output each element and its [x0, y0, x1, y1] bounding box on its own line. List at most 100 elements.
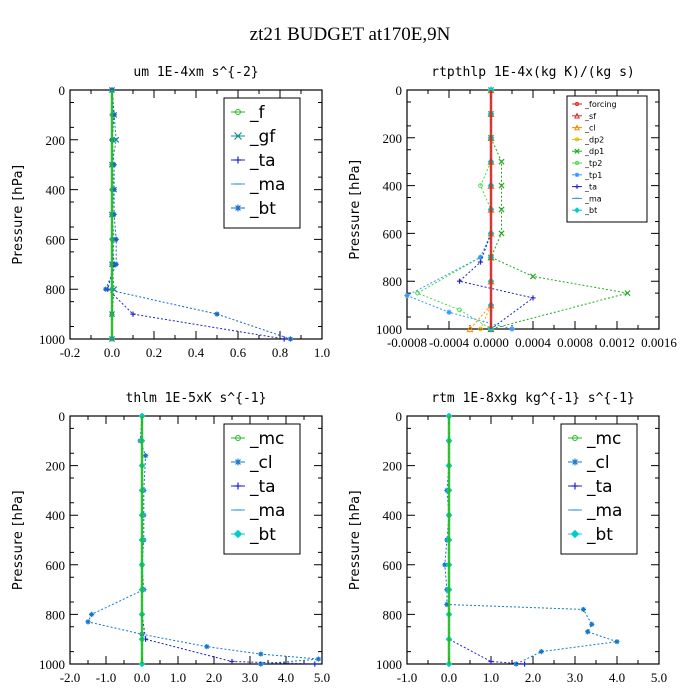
- x-tick-label: 5.0: [314, 670, 330, 685]
- y-tick-label: 800: [383, 607, 403, 622]
- x-tick-label: -1.0: [96, 670, 117, 685]
- data-point: [111, 211, 117, 218]
- y-tick-label: 0: [59, 409, 66, 424]
- legend-label: _ta: [584, 183, 597, 192]
- data-point: [281, 336, 287, 342]
- data-point: [498, 230, 505, 237]
- legend-label: _mc: [586, 429, 621, 449]
- legend-marker: [572, 435, 578, 441]
- data-point: [457, 307, 462, 313]
- legend-marker: [574, 137, 580, 142]
- data-point: [143, 453, 149, 459]
- x-tick-label: -0.0008: [387, 335, 427, 350]
- legend-label: _ta: [249, 477, 276, 497]
- y-tick-label: 200: [383, 131, 403, 146]
- data-point: [130, 311, 136, 317]
- legend-label: _mc: [249, 429, 284, 449]
- series-tp2: [415, 87, 494, 332]
- data-point: [530, 295, 536, 301]
- y-tick-label: 600: [46, 232, 66, 247]
- panel-4: rtm 1E-8xkg kg^{-1} s^{-1} 0 200 400 600 800 1…: [348, 391, 667, 685]
- x-tick-label: -0.0004: [429, 335, 470, 350]
- panel-title: rtm 1E-8xkg kg^{-1} s^{-1}: [431, 391, 635, 406]
- x-tick-label: 4.0: [609, 670, 625, 685]
- data-point: [513, 661, 519, 667]
- series-tp1: [404, 87, 515, 332]
- x-tick-label: 4.0: [278, 670, 294, 685]
- x-tick-label: 0.0004: [515, 335, 551, 350]
- data-point: [444, 601, 450, 608]
- legend-label: _ma: [249, 175, 285, 195]
- data-point: [85, 619, 91, 625]
- y-tick-label: 400: [383, 508, 403, 523]
- data-point: [258, 651, 264, 657]
- data-point: [315, 656, 321, 662]
- x-tick-label: 0.0008: [557, 335, 593, 350]
- x-tick-label: 0.0012: [599, 335, 635, 350]
- series-line: [458, 90, 535, 330]
- x-tick-label: 0.0: [134, 670, 150, 685]
- y-tick-label: 0: [396, 409, 403, 424]
- data-point: [488, 658, 494, 665]
- data-point: [477, 259, 484, 265]
- legend: _mc _cl _ta _ma _bt: [560, 423, 638, 555]
- data-point: [529, 273, 537, 280]
- legend-marker: [574, 160, 580, 166]
- data-point: [589, 621, 595, 627]
- data-point: [204, 644, 210, 650]
- y-tick-label: 800: [46, 282, 66, 297]
- data-point: [103, 286, 109, 292]
- y-tick-label: 0: [59, 83, 66, 98]
- data-point: [478, 183, 483, 188]
- legend-label: _cl: [249, 453, 273, 473]
- data-point: [446, 309, 452, 315]
- y-axis-label: Pressure [hPa]: [11, 164, 26, 264]
- y-tick-label: 0: [396, 83, 403, 98]
- x-tick-label: 1.0: [314, 345, 330, 360]
- x-tick-label: -1.0: [397, 670, 418, 685]
- data-point: [287, 336, 294, 342]
- y-tick-label: 1000: [39, 657, 65, 672]
- series-line: [405, 90, 513, 330]
- y-tick-label: 200: [383, 459, 403, 474]
- series-line: [416, 90, 492, 330]
- series-line: [87, 415, 319, 665]
- data-point: [477, 254, 484, 260]
- data-point: [111, 187, 117, 193]
- legend-marker: [574, 172, 580, 177]
- data-point: [456, 278, 463, 284]
- legend-label: _bt: [586, 525, 613, 545]
- legend: _f _gf _ta _ma _bt: [223, 97, 301, 229]
- y-tick-label: 1000: [376, 322, 402, 337]
- series-ta: [456, 87, 536, 332]
- legend-marker: [234, 204, 242, 212]
- panel-3: thlm 1E-5xK s^{-1} 0 200 400 600 800 1000-2.0-…: [11, 391, 330, 685]
- legend-marker: [234, 132, 242, 140]
- y-axis-label: Pressure [hPa]: [11, 490, 26, 590]
- data-point: [498, 206, 505, 213]
- data-point: [498, 182, 505, 189]
- legend-label: _bt: [584, 206, 597, 215]
- data-point: [624, 290, 631, 297]
- series-line: [448, 416, 525, 665]
- panel-title: um 1E-4xm s^{-2}: [133, 65, 258, 80]
- legend-marker: [574, 148, 580, 154]
- data-point: [404, 292, 410, 299]
- x-tick-label: 0.6: [230, 345, 247, 360]
- data-point: [538, 649, 544, 655]
- data-point: [89, 611, 95, 617]
- legend-label: _sf: [584, 112, 596, 121]
- y-tick-label: 200: [46, 459, 66, 474]
- x-tick-label: 0.4: [188, 345, 205, 360]
- y-tick-label: 600: [383, 226, 403, 241]
- data-point: [614, 639, 620, 645]
- legend-marker: [574, 184, 580, 189]
- data-point: [111, 112, 117, 118]
- y-tick-label: 600: [46, 558, 66, 573]
- x-tick-label: 3.0: [567, 670, 583, 685]
- data-point: [498, 158, 505, 165]
- legend-label: _tp2: [584, 159, 602, 168]
- legend-marker: [573, 124, 581, 131]
- data-point: [229, 658, 235, 665]
